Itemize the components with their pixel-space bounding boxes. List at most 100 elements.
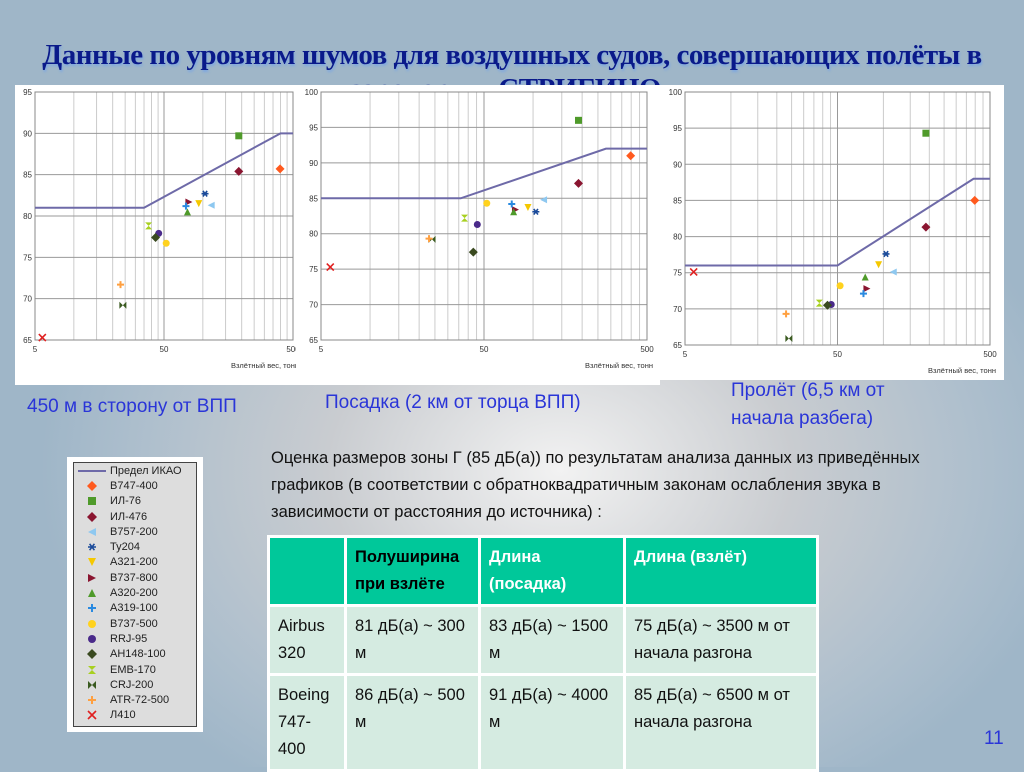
data-point [921, 222, 931, 232]
marker-icon [88, 634, 96, 643]
table-cell: 75 дБ(а) ~ 3500 м от начала разгона [623, 604, 819, 676]
data-point [38, 333, 47, 342]
data-point [508, 200, 516, 208]
data-point [151, 232, 161, 242]
icao-limit-line [685, 177, 990, 267]
data-point [185, 198, 193, 206]
y-tick-label: 85 [23, 171, 32, 180]
y-tick-label: 65 [23, 336, 32, 345]
table-cell: 86 дБ(а) ~ 500 м [344, 673, 481, 772]
y-tick-label: 100 [305, 88, 319, 97]
data-point [861, 273, 869, 281]
x-tick-label: 500 [286, 345, 298, 354]
y-tick-label: 80 [673, 233, 682, 242]
y-tick-label: 100 [669, 88, 683, 97]
marker-icon [88, 619, 96, 628]
legend-label: B757-200 [110, 525, 158, 538]
data-point [425, 235, 433, 243]
header-cell [267, 535, 347, 607]
data-point [195, 200, 203, 208]
table-cell: 83 дБ(а) ~ 1500 м [478, 604, 626, 676]
x-tick-label: 50 [833, 350, 842, 359]
data-point [532, 208, 540, 216]
line-icon [78, 469, 106, 472]
y-tick-label: 95 [673, 124, 682, 133]
legend-item: B737-500 [74, 616, 196, 631]
grid [34, 91, 294, 341]
y-tick-label: 95 [23, 88, 32, 97]
data-point [689, 267, 698, 277]
data-point [145, 222, 153, 230]
table-cell: Boeing 747-400 [267, 673, 347, 772]
plot-frame [34, 91, 294, 341]
table-row: Airbus 320 81 дБ(а) ~ 300 м 83 дБ(а) ~ 1… [267, 604, 819, 676]
data-point [326, 262, 335, 272]
legend-item: Ту204 [74, 539, 196, 554]
legend-item: Л410 [74, 708, 196, 723]
data-point [183, 208, 191, 216]
data-point [116, 281, 124, 289]
x-tick-label: 5 [683, 350, 688, 359]
data-point [524, 203, 532, 211]
page-number: 11 [984, 728, 1004, 749]
data-point [922, 129, 930, 137]
data-point [889, 268, 897, 276]
legend-item: EMB-170 [74, 662, 196, 677]
header-cell: Длина (посадка) [478, 535, 626, 607]
legend-item: ИЛ-476 [74, 509, 196, 524]
table-cell: Airbus 320 [267, 604, 347, 676]
data-point [182, 202, 190, 210]
legend-label: ИЛ-76 [110, 495, 142, 508]
data-point [510, 208, 518, 216]
legend-item: B757-200 [74, 524, 196, 539]
chart-legend: Предел ИКАО B747-400 ИЛ-76 ИЛ-476 B757-200 Т… [67, 457, 203, 732]
zone-size-table: Полуширина при взлёте Длина (посадка) Дл… [267, 535, 819, 772]
plot-frame [320, 91, 648, 341]
data-point [473, 221, 481, 229]
table-cell: 91 дБ(а) ~ 4000 м [478, 673, 626, 772]
legend-label: B737-800 [110, 571, 158, 584]
data-point [207, 201, 215, 209]
marker-icon [88, 589, 96, 598]
header-cell: Длина (взлёт) [623, 535, 819, 607]
marker-icon [88, 527, 96, 536]
icao-limit-line [321, 147, 647, 200]
data-point [970, 195, 980, 205]
y-tick-label: 90 [309, 159, 318, 168]
data-point [235, 132, 243, 140]
legend-label: Предел ИКАО [110, 464, 182, 477]
data-point [162, 239, 170, 247]
y-tick-label: 65 [309, 336, 318, 345]
table-cell: 85 дБ(а) ~ 6500 м от начала разгона [623, 673, 819, 772]
table-row: Boeing 747-400 86 дБ(а) ~ 500 м 91 дБ(а)… [267, 673, 819, 772]
legend-item: АН148-100 [74, 647, 196, 662]
marker-icon [88, 604, 96, 613]
marker-icon [88, 543, 96, 551]
data-point [575, 116, 583, 124]
legend-label: B737-500 [110, 617, 158, 630]
legend-label: АН148-100 [110, 648, 166, 661]
icao-limit-line [35, 132, 293, 209]
legend-item: ИЛ-76 [74, 494, 196, 509]
y-tick-label: 90 [23, 129, 32, 138]
legend-label: ATR-72-500 [110, 694, 170, 707]
marker-icon [87, 710, 97, 720]
y-tick-label: 70 [23, 295, 32, 304]
y-tick-label: 75 [23, 253, 32, 262]
x-tick-label: 5 [33, 345, 38, 354]
y-tick-label: 75 [673, 269, 682, 278]
data-point [823, 300, 833, 310]
marker-icon [87, 480, 97, 491]
caption-lateral: 450 м в сторону от ВПП [27, 396, 237, 417]
chart-lateral: 65 70 75 80 85 90 95 5 50 500 Взлётный вес, тонн [15, 85, 298, 385]
data-point [540, 196, 548, 204]
legend-item: A320-200 [74, 585, 196, 600]
data-point [483, 199, 491, 207]
data-point [574, 178, 584, 188]
chart-flyover: 65 70 75 80 85 90 95 100 5 50 500 Взлётный вес, тон… [660, 85, 1004, 380]
legend-label: Ту204 [110, 541, 140, 554]
legend-label: ИЛ-476 [110, 510, 148, 523]
legend-item: CRJ-200 [74, 677, 196, 692]
legend-item: A321-200 [74, 555, 196, 570]
legend-item: A319-100 [74, 601, 196, 616]
